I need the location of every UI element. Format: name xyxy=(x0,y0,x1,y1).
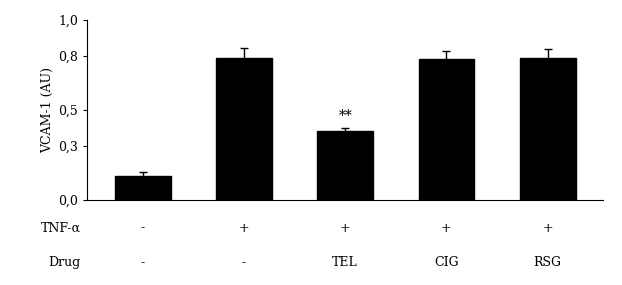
Bar xyxy=(317,131,373,200)
Text: +: + xyxy=(239,221,249,235)
Y-axis label: VCAM-1 (AU): VCAM-1 (AU) xyxy=(41,67,54,153)
Bar xyxy=(115,176,170,200)
Bar xyxy=(520,58,575,199)
Text: -: - xyxy=(141,221,145,235)
Text: RSG: RSG xyxy=(534,256,562,269)
Bar xyxy=(216,58,272,199)
Text: -: - xyxy=(242,256,246,269)
Text: Drug: Drug xyxy=(49,256,81,269)
Text: +: + xyxy=(542,221,553,235)
Text: +: + xyxy=(441,221,452,235)
Text: TNF-α: TNF-α xyxy=(40,221,81,235)
Text: CIG: CIG xyxy=(434,256,459,269)
Text: +: + xyxy=(340,221,351,235)
Text: TEL: TEL xyxy=(332,256,358,269)
Bar xyxy=(419,60,475,200)
Text: **: ** xyxy=(338,109,352,123)
Text: -: - xyxy=(141,256,145,269)
